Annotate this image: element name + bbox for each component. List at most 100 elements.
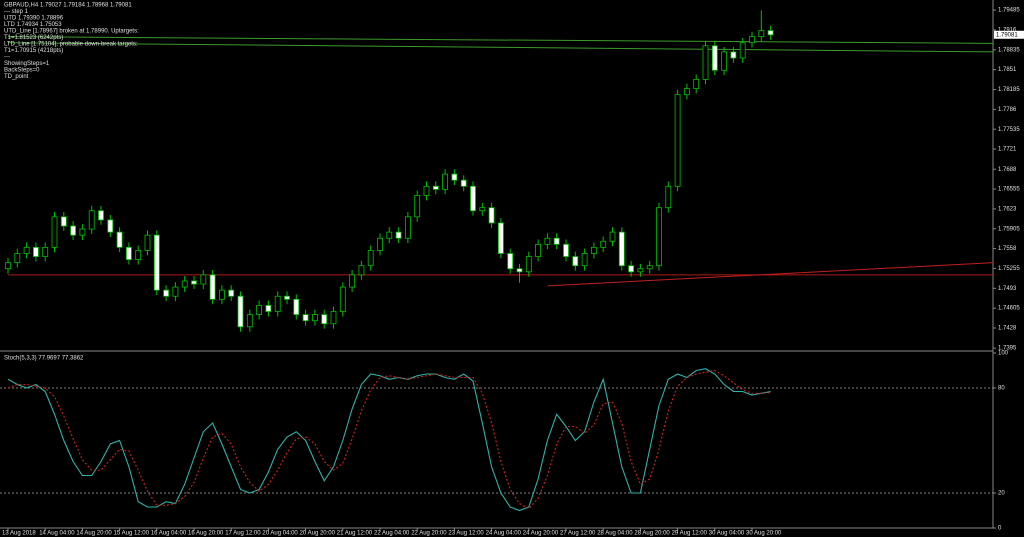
candle-body — [414, 195, 421, 218]
y-tick-label: 1.79485 — [998, 8, 1020, 14]
annotation: UTD_Line [1.78967] broken at 1.78990. Up… — [4, 29, 139, 35]
candle-body — [637, 268, 644, 273]
candle-body — [423, 185, 430, 196]
candle-body — [311, 314, 318, 322]
y-tick-label: 1.78835 — [998, 47, 1020, 53]
candle-body — [628, 265, 634, 273]
candle-body — [349, 274, 356, 288]
candle-body — [553, 237, 560, 245]
candle-body — [5, 262, 11, 270]
trend-line — [7, 42, 994, 53]
annotation: GBPAUD,H4 1.79027 1.79184 1.78968 1.7908… — [4, 3, 132, 9]
candle-body — [200, 274, 207, 285]
candle-body — [218, 289, 225, 300]
x-tick-label: 21 Aug 12:00 — [337, 531, 373, 537]
y-tick-label: 1.7493 — [998, 286, 1017, 292]
annotation: --- — [4, 55, 10, 61]
candle-body — [386, 231, 393, 239]
candle-body — [572, 256, 579, 267]
candle-body — [404, 216, 411, 239]
x-tick-label: 16 Aug 20:00 — [188, 531, 224, 537]
candle-body — [535, 243, 541, 257]
candle-body — [377, 237, 383, 251]
y-tick-label: 1.7688 — [998, 167, 1017, 173]
candle-body — [135, 250, 142, 260]
annotation: TD_point — [4, 74, 29, 80]
candle-body — [479, 207, 486, 212]
candle-body — [758, 30, 765, 38]
x-tick-label: 16 Aug 04:00 — [151, 531, 187, 537]
last-price-label: 1.79081 — [996, 32, 1018, 38]
candle-body — [665, 185, 672, 209]
candle-body — [14, 253, 21, 264]
candle-body — [116, 231, 123, 248]
candle-body — [107, 219, 114, 233]
candle-body — [246, 314, 253, 328]
y-tick-label: 1.7623 — [998, 206, 1017, 212]
candle-body — [432, 185, 439, 190]
candle-body — [591, 246, 597, 254]
candle-body — [721, 51, 727, 71]
y-tick-label: 80 — [998, 386, 1005, 392]
y-tick-label: 1.7786 — [998, 107, 1017, 113]
candle-body — [126, 246, 132, 260]
candle-body — [339, 286, 346, 312]
candle-body — [191, 280, 197, 285]
candle-body — [33, 246, 39, 257]
candle-body — [460, 179, 467, 187]
annotation: LTD_Line [1.75104], probable down-break … — [4, 42, 138, 48]
candle-body — [237, 295, 244, 328]
y-tick-label: 1.7558 — [998, 246, 1017, 252]
indicator-title: Stoch(5,3,3) 77.9697 77.3862 — [4, 356, 84, 362]
x-tick-label: 28 Aug 20:00 — [634, 531, 670, 537]
candle-body — [544, 237, 551, 245]
candle-body — [181, 280, 188, 288]
candle-body — [600, 240, 607, 248]
y-tick-label: 1.76555 — [998, 187, 1020, 193]
y-tick-label: 1.7428 — [998, 326, 1017, 332]
x-tick-label: 22 Aug 20:00 — [411, 531, 447, 537]
y-tick-label: 1.78185 — [998, 87, 1020, 93]
candle-body — [563, 243, 569, 257]
candle-body — [51, 216, 58, 248]
x-tick-label: 13 Aug 2018 — [2, 531, 36, 537]
x-tick-label: 14 Aug 04:00 — [39, 531, 75, 537]
annotation: ShowingSteps=1 — [4, 61, 50, 67]
indicator-line — [7, 368, 771, 512]
candle-body — [60, 216, 67, 227]
x-tick-label: 24 Aug 20:00 — [523, 531, 559, 537]
candle-body — [674, 94, 681, 187]
candle-body — [330, 311, 337, 325]
candle-body — [739, 42, 746, 59]
candle-body — [163, 289, 170, 297]
annotation: T1=1.70915 (4218pts) — [4, 48, 63, 54]
candle-body — [367, 250, 374, 267]
candle-body — [293, 298, 300, 315]
x-tick-label: 22 Aug 04:00 — [374, 531, 410, 537]
last-price-box — [994, 30, 1024, 39]
candle-body — [395, 231, 402, 239]
candle-body — [98, 210, 104, 221]
y-tick-label: 1.75255 — [998, 266, 1020, 272]
candle-body — [302, 314, 309, 322]
y-tick-label: 1.7851 — [998, 67, 1017, 73]
x-tick-label: 24 Aug 04:00 — [486, 531, 522, 537]
x-tick-label: 29 Aug 12:00 — [672, 531, 708, 537]
candle-body — [172, 286, 179, 297]
candle-body — [609, 231, 616, 242]
y-tick-label: 1.7721 — [998, 147, 1017, 153]
y-tick-label: 0 — [998, 526, 1002, 532]
candle-body — [507, 253, 514, 270]
candle-body — [358, 265, 365, 276]
candle-body — [451, 173, 458, 181]
y-tick-label: 1.7395 — [998, 346, 1017, 352]
x-tick-label: 14 Aug 20:00 — [76, 531, 112, 537]
candle-body — [265, 305, 272, 312]
candle-body — [274, 295, 281, 312]
candle-body — [488, 207, 495, 224]
candle-body — [256, 305, 263, 315]
trend-line — [7, 36, 994, 44]
candle-body — [749, 36, 755, 44]
annotation: BackSteps=0 — [4, 68, 40, 74]
